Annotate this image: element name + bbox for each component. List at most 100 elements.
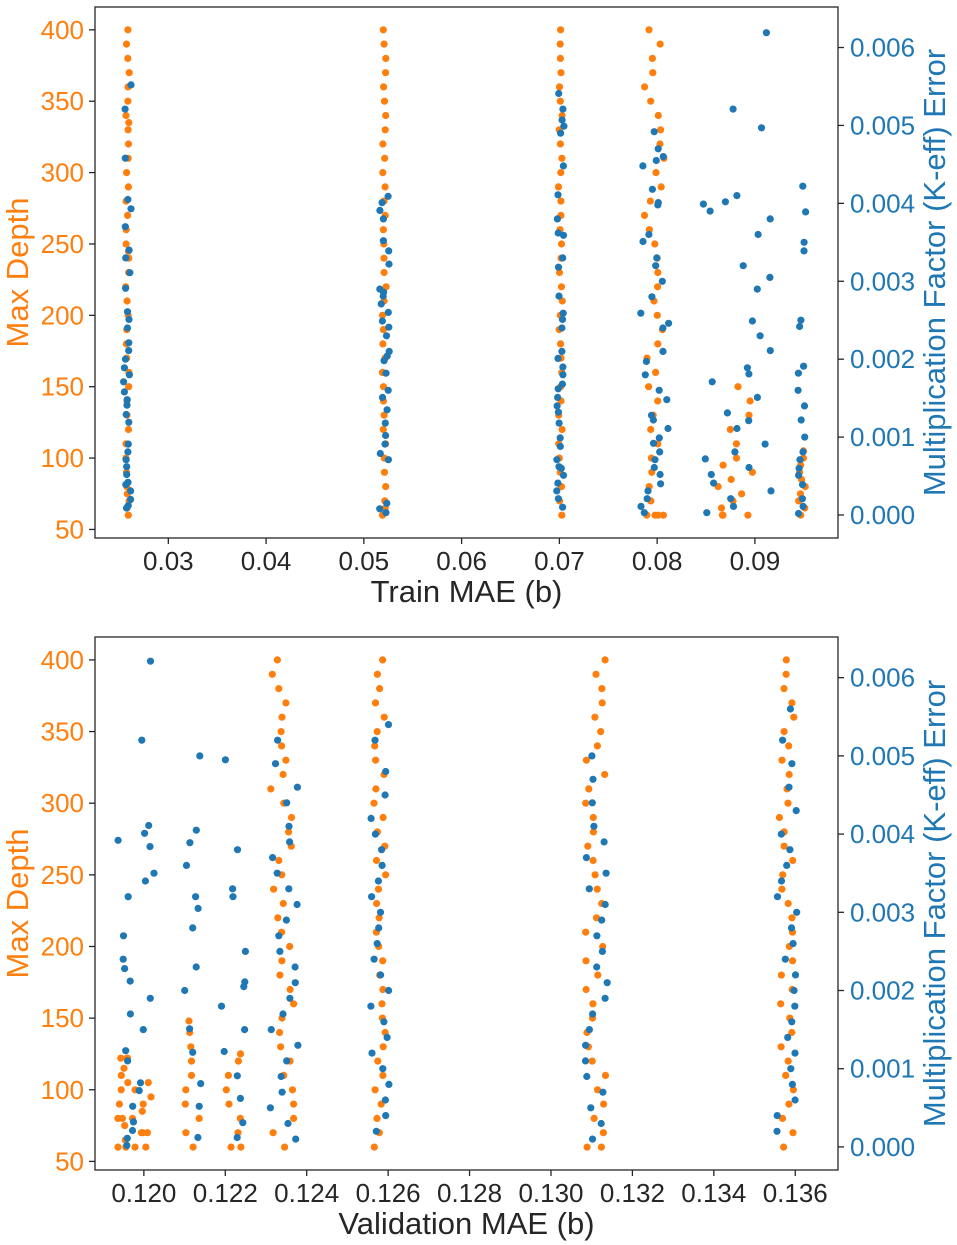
- error-point: [194, 904, 202, 913]
- error-point: [559, 309, 567, 317]
- error-point: [122, 481, 130, 489]
- max-depth-point: [123, 297, 131, 305]
- error-point: [279, 1010, 287, 1018]
- error-point: [559, 231, 568, 239]
- error-point: [788, 1080, 797, 1088]
- error-point: [221, 756, 229, 764]
- max-depth-point: [732, 440, 741, 448]
- error-point: [555, 419, 563, 427]
- max-depth-point: [117, 1086, 125, 1094]
- error-point: [637, 309, 645, 317]
- error-point: [145, 821, 153, 830]
- max-depth-point: [598, 685, 606, 693]
- max-depth-point: [380, 40, 388, 48]
- error-point: [553, 456, 561, 464]
- max-depth-point: [782, 670, 790, 678]
- x-tick-label: 0.124: [274, 1178, 339, 1208]
- error-point: [229, 893, 237, 901]
- max-depth-point: [589, 828, 598, 836]
- max-depth-point: [124, 26, 132, 34]
- error-point: [560, 122, 568, 130]
- error-point: [656, 470, 664, 479]
- error-point: [663, 396, 671, 404]
- error-point: [182, 861, 191, 870]
- error-point: [559, 371, 567, 379]
- max-depth-point: [137, 1129, 145, 1137]
- max-depth-point: [785, 1100, 793, 1108]
- error-point: [743, 364, 752, 372]
- error-point: [799, 182, 807, 190]
- error-point: [121, 105, 129, 113]
- error-point: [233, 1133, 241, 1142]
- max-depth-point: [719, 511, 727, 519]
- x-tick-label: 0.130: [518, 1178, 583, 1208]
- max-depth-point: [597, 1143, 606, 1151]
- max-depth-point: [775, 813, 784, 822]
- error-point: [791, 971, 800, 979]
- max-depth-point: [789, 1086, 798, 1094]
- error-point: [652, 156, 660, 165]
- error-point: [383, 406, 391, 414]
- error-point: [599, 1088, 607, 1096]
- error-point: [657, 480, 665, 488]
- error-point: [189, 924, 197, 932]
- max-depth-point: [374, 885, 383, 893]
- error-point: [773, 1127, 781, 1135]
- error-point: [665, 319, 673, 327]
- error-point: [699, 200, 708, 208]
- error-point: [126, 1010, 134, 1018]
- error-point: [554, 495, 563, 503]
- error-point: [385, 247, 393, 255]
- error-point: [124, 440, 132, 448]
- error-point: [192, 963, 200, 971]
- error-point: [748, 317, 757, 325]
- max-depth-point: [370, 799, 378, 807]
- y-right-tick-label: 0.005: [850, 110, 915, 140]
- max-depth-point: [117, 1071, 125, 1079]
- error-point: [141, 829, 149, 837]
- error-point: [557, 464, 565, 472]
- y-left-axis-title: Max Depth: [0, 829, 35, 979]
- max-depth-point: [142, 1143, 150, 1151]
- max-depth-point: [131, 1143, 139, 1151]
- max-depth-point: [379, 425, 387, 434]
- max-depth-point: [379, 326, 387, 334]
- error-point: [559, 363, 567, 371]
- max-depth-point: [640, 211, 649, 219]
- error-point: [762, 29, 771, 37]
- error-point: [285, 885, 293, 893]
- max-depth-point: [224, 1071, 232, 1079]
- error-point: [558, 315, 567, 323]
- max-depth-point: [788, 914, 796, 922]
- y-right-axis-title: Multiplication Factor (K-eff) Error: [917, 49, 952, 496]
- max-depth-point: [278, 957, 286, 965]
- error-point: [122, 254, 130, 262]
- max-depth-point: [648, 54, 657, 63]
- error-point: [119, 932, 128, 940]
- max-depth-point: [557, 26, 565, 34]
- error-point: [292, 1135, 300, 1143]
- error-point: [558, 347, 566, 355]
- max-depth-point: [554, 183, 563, 191]
- error-point: [582, 1041, 590, 1049]
- error-point: [797, 316, 805, 324]
- error-point: [192, 893, 200, 901]
- error-point: [381, 1096, 389, 1104]
- max-depth-point: [187, 1043, 195, 1051]
- error-point: [195, 1102, 203, 1110]
- max-depth-point: [379, 656, 387, 664]
- error-point: [798, 495, 807, 503]
- error-point: [120, 388, 128, 396]
- max-depth-point: [380, 97, 389, 105]
- error-point: [123, 401, 131, 409]
- error-point: [754, 230, 762, 239]
- max-depth-point: [379, 140, 387, 148]
- max-depth-point: [123, 169, 131, 177]
- error-point: [379, 237, 387, 245]
- error-point: [382, 509, 390, 517]
- y-right-tick-label: 0.006: [850, 33, 915, 63]
- error-point: [794, 386, 802, 394]
- x-tick-label: 0.04: [241, 546, 292, 576]
- error-point: [558, 380, 567, 388]
- max-depth-point: [286, 985, 294, 994]
